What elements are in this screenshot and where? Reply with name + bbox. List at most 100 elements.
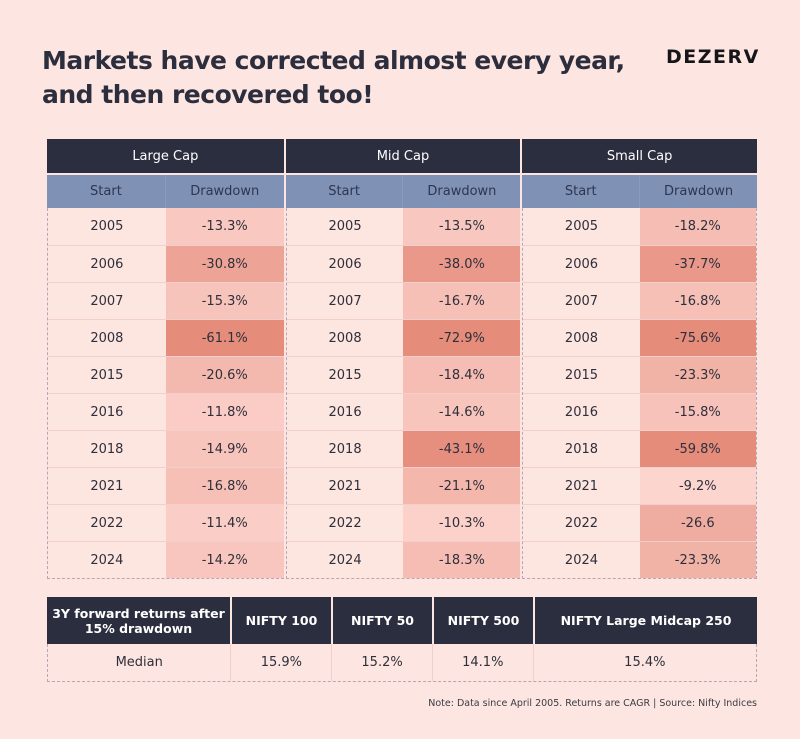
start-year-cell: 2021	[523, 468, 640, 504]
group-header-mid-cap: Mid Cap	[285, 139, 521, 173]
table-row: 2022 -26.6	[523, 504, 756, 541]
returns-row-median: Median 15.9% 15.2% 14.1% 15.4%	[47, 644, 757, 682]
drawdown-cell: -16.8%	[639, 283, 756, 319]
drawdown-cell: -11.4%	[165, 505, 284, 541]
table-row: 2006 -38.0%	[286, 245, 521, 282]
group-header-large-cap: Large Cap	[47, 139, 284, 173]
table-row: 2018 -43.1%	[286, 430, 521, 467]
title-line-2: and then recovered too!	[42, 80, 374, 109]
drawdown-cell: -37.7%	[639, 246, 756, 282]
table-row: 2006 -30.8%	[48, 245, 284, 282]
drawdown-cell: -18.2%	[639, 208, 756, 245]
start-year-cell: 2005	[286, 208, 404, 245]
table-row: 2016 -11.8%	[48, 393, 284, 430]
returns-value-nifty500: 14.1%	[431, 644, 533, 681]
table-row: 2005 -13.3%	[48, 208, 284, 245]
start-year-cell: 2015	[523, 357, 640, 393]
start-year-cell: 2008	[523, 320, 640, 356]
start-year-cell: 2022	[523, 505, 640, 541]
start-year-cell: 2015	[286, 357, 404, 393]
subheader-drawdown: Drawdown	[639, 175, 757, 208]
group-small-cap: Small Cap Start Drawdown 2005 -18.2% 2006 -37.…	[520, 139, 757, 579]
start-year-cell: 2022	[48, 505, 166, 541]
drawdown-cell: -38.0%	[403, 246, 521, 282]
start-year-cell: 2008	[286, 320, 404, 356]
drawdown-cell: -23.3%	[639, 542, 756, 578]
start-year-cell: 2008	[48, 320, 166, 356]
start-year-cell: 2016	[48, 394, 166, 430]
start-year-cell: 2015	[48, 357, 166, 393]
start-year-cell: 2018	[286, 431, 404, 467]
drawdown-table: Large Cap Start Drawdown 2005 -13.3% 2006 -30.…	[47, 139, 757, 579]
table-row: 2021 -9.2%	[523, 467, 756, 504]
drawdown-cell: -15.8%	[639, 394, 756, 430]
start-year-cell: 2018	[523, 431, 640, 467]
page-title: Markets have corrected almost every year…	[42, 44, 682, 112]
drawdown-cell: -11.8%	[165, 394, 284, 430]
table-row: 2015 -23.3%	[523, 356, 756, 393]
drawdown-groups: Large Cap Start Drawdown 2005 -13.3% 2006 -30.…	[47, 139, 757, 579]
drawdown-cell: -43.1%	[403, 431, 521, 467]
brand-logo: DEZERV	[666, 46, 760, 68]
drawdown-cell: -23.3%	[639, 357, 756, 393]
start-year-cell: 2006	[523, 246, 640, 282]
drawdown-cell: -14.2%	[165, 542, 284, 578]
group-rows: 2005 -13.3% 2006 -30.8% 2007 -15.3% 2008 -61.1%…	[47, 208, 284, 579]
drawdown-cell: -16.7%	[403, 283, 521, 319]
returns-header-nifty100: NIFTY 100	[230, 597, 331, 644]
drawdown-cell: -75.6%	[639, 320, 756, 356]
start-year-cell: 2021	[286, 468, 404, 504]
table-row: 2018 -14.9%	[48, 430, 284, 467]
table-row: 2022 -11.4%	[48, 504, 284, 541]
start-year-cell: 2024	[48, 542, 166, 578]
table-row: 2024 -18.3%	[286, 541, 521, 578]
drawdown-cell: -18.3%	[403, 542, 521, 578]
table-row: 2021 -21.1%	[286, 467, 521, 504]
subheader-row: Start Drawdown	[285, 173, 521, 208]
table-row: 2015 -20.6%	[48, 356, 284, 393]
subheader-start: Start	[328, 184, 360, 199]
table-row: 2007 -16.8%	[523, 282, 756, 319]
returns-value-nifty-large-midcap-250: 15.4%	[532, 644, 756, 681]
table-row: 2008 -75.6%	[523, 319, 756, 356]
start-year-cell: 2006	[286, 246, 404, 282]
drawdown-cell: -59.8%	[639, 431, 756, 467]
returns-row-label: Median	[115, 655, 163, 670]
drawdown-cell: -10.3%	[403, 505, 521, 541]
table-row: 2018 -59.8%	[523, 430, 756, 467]
title-line-1: Markets have corrected almost every year…	[42, 46, 625, 75]
start-year-cell: 2024	[286, 542, 404, 578]
drawdown-cell: -16.8%	[165, 468, 284, 504]
footnote: Note: Data since April 2005. Returns are…	[428, 698, 757, 709]
table-row: 2006 -37.7%	[523, 245, 756, 282]
subheader-row: Start Drawdown	[47, 173, 284, 208]
subheader-drawdown: Drawdown	[164, 175, 284, 208]
returns-header-nifty500: NIFTY 500	[432, 597, 533, 644]
start-year-cell: 2018	[48, 431, 166, 467]
drawdown-cell: -14.6%	[403, 394, 521, 430]
returns-header-row: 3Y forward returns after 15% drawdown NI…	[47, 597, 757, 644]
table-row: 2024 -23.3%	[523, 541, 756, 578]
drawdown-cell: -14.9%	[165, 431, 284, 467]
table-row: 2015 -18.4%	[286, 356, 521, 393]
table-row: 2024 -14.2%	[48, 541, 284, 578]
start-year-cell: 2006	[48, 246, 166, 282]
table-row: 2016 -15.8%	[523, 393, 756, 430]
start-year-cell: 2007	[48, 283, 166, 319]
table-row: 2021 -16.8%	[48, 467, 284, 504]
start-year-cell: 2005	[48, 208, 166, 245]
group-large-cap: Large Cap Start Drawdown 2005 -13.3% 2006 -30.…	[47, 139, 284, 579]
start-year-cell: 2016	[286, 394, 404, 430]
table-row: 2005 -18.2%	[523, 208, 756, 245]
drawdown-cell: -21.1%	[403, 468, 521, 504]
start-year-cell: 2007	[523, 283, 640, 319]
group-rows: 2005 -13.5% 2006 -38.0% 2007 -16.7% 2008 -72.9%…	[285, 208, 521, 579]
table-row: 2022 -10.3%	[286, 504, 521, 541]
start-year-cell: 2022	[286, 505, 404, 541]
group-mid-cap: Mid Cap Start Drawdown 2005 -13.5% 2006 -38.0%…	[283, 139, 521, 579]
subheader-start: Start	[90, 184, 122, 199]
drawdown-cell: -61.1%	[165, 320, 284, 356]
returns-value-nifty100: 15.9%	[230, 644, 331, 681]
drawdown-cell: -15.3%	[165, 283, 284, 319]
subheader-start: Start	[564, 184, 597, 199]
